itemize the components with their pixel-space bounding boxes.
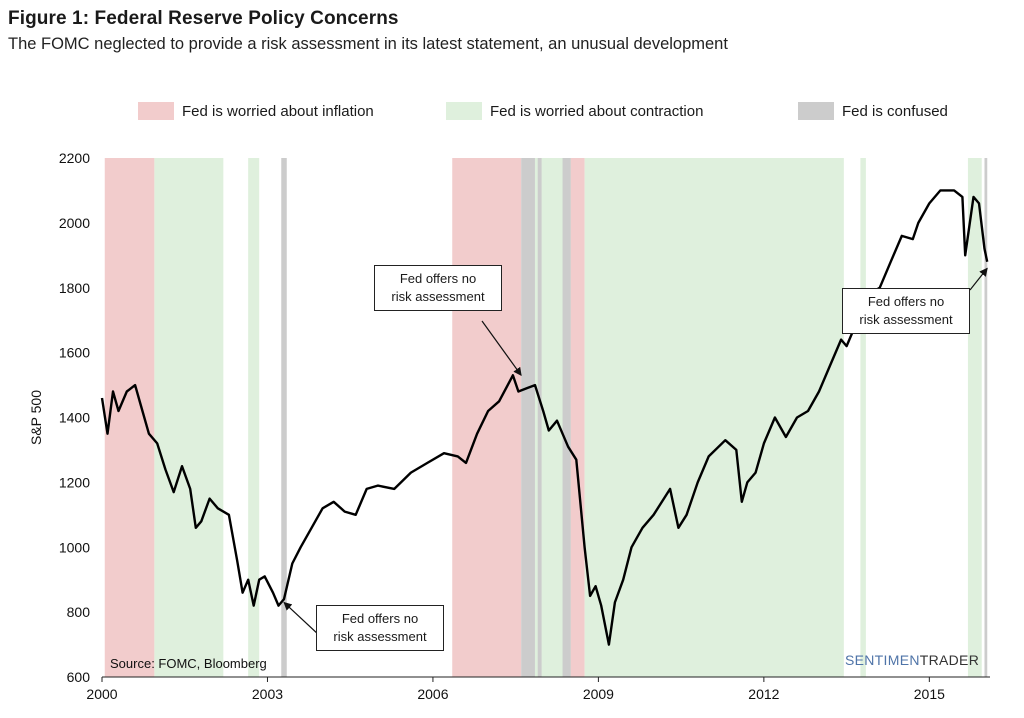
band-inflation: [570, 158, 585, 677]
series-line: [100, 189, 989, 646]
annotation-arrow: [283, 601, 321, 637]
band-confused: [537, 158, 542, 677]
brand-part1: SENTIMEN: [845, 652, 920, 668]
annotation-arrows: [283, 267, 988, 637]
band-confused: [281, 158, 287, 677]
policy-bands: [104, 158, 988, 677]
legend-label-inflation: Fed is worried about inflation: [182, 102, 374, 120]
band-confused: [984, 158, 988, 677]
x-tick-label: 2015: [914, 686, 945, 702]
x-tick-label: 2009: [583, 686, 614, 702]
annotation-line1: Fed offers no: [341, 611, 419, 626]
legend-swatch-confused: [798, 102, 834, 120]
chart-axes: 600 800 1000 1200 1400 1600 1800 2000 2200 2000 20…: [28, 150, 990, 702]
legend-item-confused: Fed is confused: [798, 102, 948, 120]
annotation-line2: risk assessment: [391, 289, 485, 304]
annotation-arrow: [481, 320, 522, 377]
annotation-box-2003: Fed offers no risk assessment: [316, 605, 444, 651]
x-tick-label: 2000: [86, 686, 117, 702]
y-tick-label: 1000: [59, 539, 90, 555]
legend-item-contraction: Fed is worried about contraction: [446, 102, 703, 120]
legend-label-contraction: Fed is worried about contraction: [490, 102, 704, 120]
legend-label-confused: Fed is confused: [842, 102, 948, 120]
annotation-box-2007: Fed offers no risk assessment: [374, 265, 502, 311]
band-inflation: [452, 158, 522, 677]
annotation-line2: risk assessment: [859, 312, 953, 327]
y-axis-label: S&P 500: [28, 390, 44, 445]
annotation-box-2016: Fed offers no risk assessment: [842, 288, 970, 334]
annotation-line1: Fed offers no: [399, 271, 477, 286]
source-note: Source: FOMC, Bloomberg: [110, 656, 267, 671]
band-contraction: [154, 158, 224, 677]
x-tick-label: 2003: [252, 686, 283, 702]
brand-logo: SENTIMENTRADER: [845, 652, 979, 668]
chart-subtitle: The FOMC neglected to provide a risk ass…: [8, 35, 728, 53]
y-tick-label: 1200: [59, 474, 90, 490]
sp500-series: [100, 189, 989, 646]
x-tick-label: 2006: [417, 686, 448, 702]
y-tick-label: 600: [67, 669, 91, 685]
legend-swatch-contraction: [446, 102, 482, 120]
y-tick-label: 2000: [59, 215, 90, 231]
annotation-arrow: [969, 267, 988, 291]
y-tick-label: 1600: [59, 345, 90, 361]
y-tick-label: 800: [67, 604, 91, 620]
legend-item-inflation: Fed is worried about inflation: [138, 102, 374, 120]
band-contraction: [584, 158, 844, 677]
y-tick-label: 1800: [59, 280, 90, 296]
y-tick-label: 1400: [59, 410, 90, 426]
chart-title: Figure 1: Federal Reserve Policy Concern…: [8, 8, 399, 29]
x-tick-label: 2012: [748, 686, 779, 702]
y-tick-label: 2200: [59, 150, 90, 166]
legend: Fed is worried about inflation Fed is wo…: [0, 102, 1024, 126]
band-inflation: [104, 158, 155, 677]
band-contraction: [860, 158, 866, 677]
brand-part2: TRADER: [919, 652, 980, 668]
band-contraction: [248, 158, 260, 677]
band-contraction: [967, 158, 982, 677]
band-confused: [562, 158, 571, 677]
legend-swatch-inflation: [138, 102, 174, 120]
band-confused: [521, 158, 535, 677]
annotation-line2: risk assessment: [333, 629, 427, 644]
annotation-line1: Fed offers no: [867, 294, 945, 309]
